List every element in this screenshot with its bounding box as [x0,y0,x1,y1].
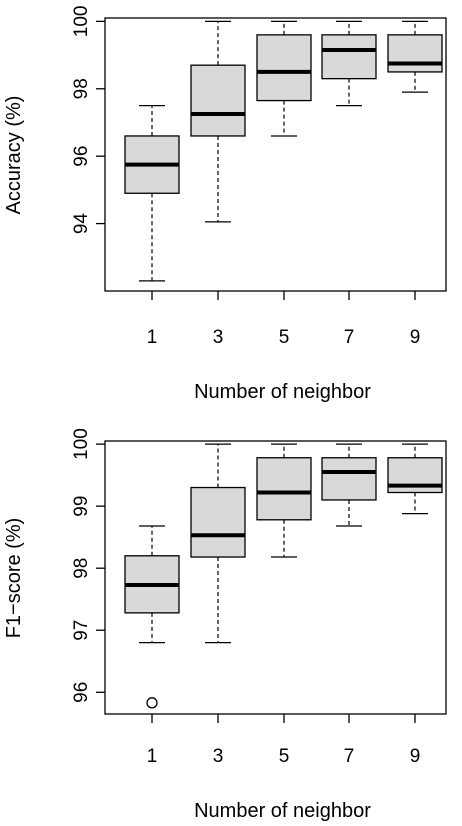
iqr-box [190,486,246,558]
x-tick-label: 5 [279,746,290,767]
y-tick-label: 98 [71,558,92,579]
box-5 [256,20,312,137]
y-tick-label: 96 [71,682,92,703]
x-tick-label: 1 [147,327,158,348]
box-5 [256,443,312,558]
y-tick-label: 98 [71,78,92,99]
iqr-box [256,34,312,102]
box-1 [124,104,180,282]
box-7 [321,20,377,107]
plot-frame [104,440,447,715]
x-tick-label: 1 [147,746,158,767]
iqr-box [387,34,443,73]
box-9 [387,443,443,515]
y-tick-label: 96 [71,146,92,167]
x-tick-label: 5 [279,327,290,348]
box-3 [190,20,246,223]
iqr-box [190,64,246,137]
box-3 [190,443,246,644]
x-axis-title: Number of neighbor [194,800,371,822]
box-9 [387,20,443,93]
x-tick-label: 9 [410,327,421,348]
plot-frame [104,17,447,292]
y-axis-title: F1−score (%) [3,518,25,639]
x-axis-title: Number of neighbor [194,381,371,403]
box-1 [124,525,180,709]
box-7 [321,443,377,527]
x-tick-label: 3 [213,327,224,348]
x-tick-label: 3 [213,746,224,767]
outlier-point [146,697,158,709]
chart-panel-2: 96 97 98 99 100 1 3 5 7 9 F1−score (%) Number of ne… [3,428,447,822]
x-tick-label: 7 [344,327,355,348]
iqr-box [321,457,377,501]
chart-panel-1: 94 96 98 100 1 3 5 7 9 Accuracy (%) Number of neig… [3,6,447,403]
y-tick-label: 100 [71,6,92,38]
iqr-box [321,34,377,80]
x-tick-label: 9 [410,746,421,767]
y-axis-title: Accuracy (%) [3,96,25,215]
x-tick-label: 7 [344,746,355,767]
y-tick-label: 97 [71,620,92,641]
y-tick-label: 94 [71,213,92,235]
iqr-box [256,457,312,521]
y-tick-label: 100 [71,428,92,460]
y-tick-label: 99 [71,496,92,517]
